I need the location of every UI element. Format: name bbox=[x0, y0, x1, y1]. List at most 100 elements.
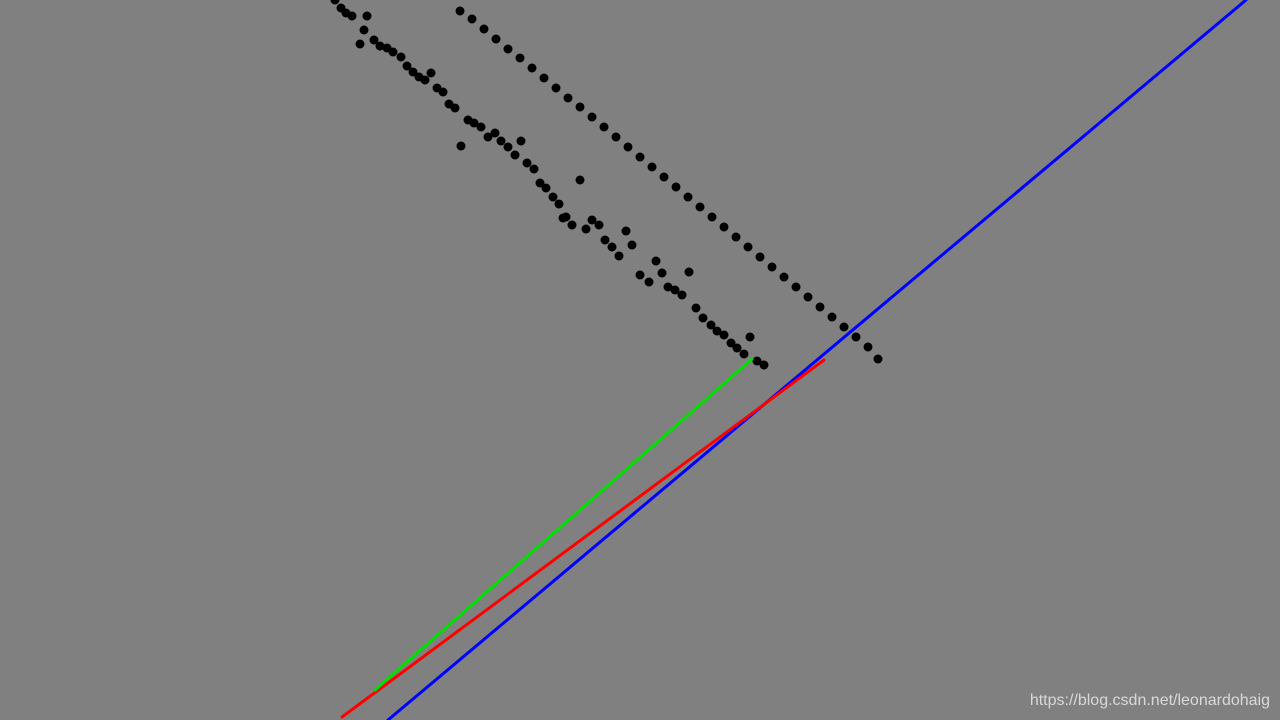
data-point bbox=[469, 118, 479, 128]
data-point bbox=[745, 332, 755, 342]
data-point bbox=[712, 326, 722, 336]
data-point bbox=[503, 142, 513, 152]
data-point bbox=[732, 343, 742, 353]
data-point bbox=[671, 182, 681, 192]
data-point bbox=[563, 93, 573, 103]
data-point bbox=[362, 11, 372, 21]
data-point bbox=[402, 61, 412, 71]
data-point bbox=[581, 224, 591, 234]
data-point bbox=[614, 251, 624, 261]
data-point bbox=[490, 128, 500, 138]
data-point bbox=[607, 242, 617, 252]
fit-line bbox=[386, 0, 1248, 720]
data-point bbox=[554, 199, 564, 209]
data-point bbox=[599, 122, 609, 132]
data-point bbox=[450, 103, 460, 113]
data-point bbox=[726, 338, 736, 348]
data-point bbox=[779, 272, 789, 282]
data-point bbox=[743, 242, 753, 252]
data-point bbox=[516, 136, 526, 146]
watermark-url: https://blog.csdn.net/leonardohaig bbox=[1029, 692, 1270, 709]
data-point bbox=[420, 75, 430, 85]
data-point bbox=[510, 150, 520, 160]
data-point bbox=[677, 290, 687, 300]
data-point bbox=[527, 63, 537, 73]
data-point bbox=[635, 270, 645, 280]
data-point bbox=[467, 14, 477, 24]
data-point bbox=[839, 322, 849, 332]
data-point bbox=[535, 178, 545, 188]
data-point bbox=[863, 342, 873, 352]
data-point bbox=[657, 268, 667, 278]
data-point bbox=[627, 240, 637, 250]
data-point bbox=[731, 232, 741, 242]
data-point bbox=[623, 142, 633, 152]
data-point bbox=[611, 132, 621, 142]
data-point bbox=[791, 282, 801, 292]
data-point bbox=[659, 172, 669, 182]
data-point bbox=[707, 212, 717, 222]
data-point bbox=[529, 164, 539, 174]
data-point bbox=[456, 141, 466, 151]
data-point bbox=[455, 6, 465, 16]
data-point bbox=[719, 222, 729, 232]
data-point bbox=[587, 112, 597, 122]
data-point bbox=[873, 354, 883, 364]
data-point bbox=[755, 252, 765, 262]
data-point bbox=[683, 192, 693, 202]
data-point bbox=[567, 220, 577, 230]
data-point bbox=[575, 175, 585, 185]
data-point bbox=[739, 349, 749, 359]
data-point bbox=[719, 330, 729, 340]
data-point bbox=[663, 282, 673, 292]
data-point bbox=[388, 47, 398, 57]
data-point bbox=[541, 183, 551, 193]
data-point bbox=[496, 136, 506, 146]
data-point bbox=[635, 152, 645, 162]
data-point bbox=[408, 67, 418, 77]
data-point bbox=[479, 24, 489, 34]
fit-line bbox=[340, 358, 826, 719]
data-point bbox=[621, 226, 631, 236]
data-point bbox=[347, 11, 357, 21]
data-point bbox=[561, 212, 571, 222]
data-point bbox=[522, 158, 532, 168]
fit-line bbox=[373, 357, 754, 692]
data-point bbox=[644, 277, 654, 287]
data-point bbox=[767, 262, 777, 272]
data-point bbox=[426, 68, 436, 78]
data-point bbox=[695, 202, 705, 212]
data-point bbox=[476, 122, 486, 132]
data-point bbox=[483, 132, 493, 142]
data-point bbox=[827, 312, 837, 322]
data-point bbox=[359, 25, 369, 35]
data-point bbox=[491, 34, 501, 44]
data-point bbox=[670, 285, 680, 295]
data-point bbox=[587, 215, 597, 225]
data-point bbox=[355, 39, 365, 49]
data-point bbox=[815, 302, 825, 312]
data-point bbox=[691, 303, 701, 313]
data-point bbox=[647, 162, 657, 172]
data-point bbox=[851, 332, 861, 342]
data-point bbox=[698, 313, 708, 323]
data-point bbox=[330, 0, 340, 5]
data-point bbox=[684, 267, 694, 277]
data-point bbox=[651, 256, 661, 266]
data-point bbox=[396, 52, 406, 62]
data-point bbox=[752, 356, 762, 366]
data-point bbox=[515, 53, 525, 63]
data-point bbox=[803, 292, 813, 302]
data-point bbox=[438, 87, 448, 97]
data-point bbox=[600, 235, 610, 245]
data-point bbox=[369, 35, 379, 45]
data-point bbox=[575, 102, 585, 112]
data-point bbox=[759, 360, 769, 370]
data-point bbox=[594, 220, 604, 230]
data-point bbox=[706, 320, 716, 330]
data-point bbox=[551, 83, 561, 93]
data-point bbox=[539, 73, 549, 83]
data-point bbox=[375, 41, 385, 51]
